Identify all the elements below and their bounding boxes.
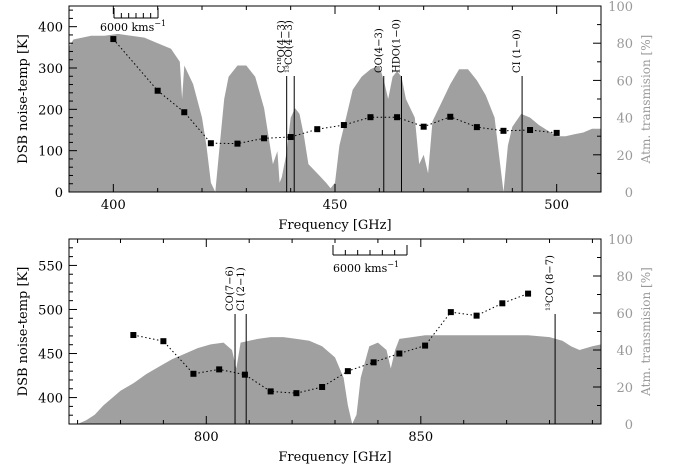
y2-axis-label: Atm. transmision [%] [639, 267, 653, 397]
noise-point [181, 109, 188, 116]
y2-tick-label: 40 [616, 112, 633, 127]
y2-tick-label: 0 [625, 418, 633, 433]
noise-point [553, 129, 560, 136]
noise-point [370, 359, 377, 366]
noise-point [216, 366, 223, 373]
noise-point [154, 87, 161, 94]
y-tick-label: 400 [38, 21, 63, 36]
noise-point [160, 338, 167, 345]
x-axis-label: Frequency [GHz] [278, 218, 391, 233]
y-tick-label: 550 [38, 259, 63, 274]
spectral-line-label: CI (2−1) [236, 267, 247, 311]
noise-point [287, 134, 294, 141]
y-tick-label: 500 [38, 303, 63, 318]
noise-point [367, 114, 374, 121]
noise-point [527, 127, 534, 133]
spectral-line-label: CI (1−0) [512, 29, 523, 73]
y2-tick-label: 20 [616, 149, 633, 164]
y2-tick-label: 100 [608, 233, 633, 248]
y-tick-label: 300 [38, 62, 63, 77]
noise-point [234, 140, 241, 147]
y-tick-label: 0 [55, 186, 63, 201]
noise-point [394, 114, 401, 121]
y-axis-label: DSB noise-temp [K] [16, 267, 31, 397]
bottom-panel: CO(7−6) CI (2−1) ¹³CO (8−7)800 850400450500… [16, 233, 653, 465]
noise-point [344, 368, 351, 375]
x-tick-label: 400 [101, 198, 126, 213]
y-axis-label: DSB noise-temp [K] [16, 34, 31, 164]
noise-point [422, 342, 429, 349]
x-tick-label: 850 [408, 430, 433, 445]
x-tick-label: 450 [323, 198, 348, 213]
spectral-line-label: ¹³CO(4−3) [284, 20, 295, 73]
y-tick-label: 400 [38, 392, 63, 407]
y2-tick-label: 40 [616, 344, 633, 359]
noise-point [447, 113, 454, 120]
y2-axis-label: Atm. transmision [%] [639, 35, 653, 165]
scale-bar-label: 6000 kms−1 [333, 260, 399, 275]
noise-point [396, 350, 403, 357]
scale-bar-label-text: 6000 kms [100, 21, 155, 34]
y-tick-label: 200 [38, 103, 63, 118]
x-tick-label: 800 [194, 430, 219, 445]
noise-point [340, 122, 347, 129]
y2-tick-label: 80 [616, 270, 633, 285]
spectral-line-label: C¹⁸O(4−3) [277, 20, 288, 73]
spectral-line-label: CO(4−3) [374, 28, 385, 73]
noise-point [473, 312, 480, 319]
spectral-line-label: CO(7−6) [225, 266, 236, 311]
noise-point [319, 384, 326, 390]
spectral-line-label: ¹³CO (8−7) [545, 255, 556, 311]
top-panel: C¹⁸O(4−3)¹³CO(4−3) CO(4−3) HDO(1−0) CI (1−0… [16, 0, 653, 233]
scale-bar-label-exponent: −1 [154, 19, 166, 28]
x-axis-label: Frequency [GHz] [278, 450, 391, 465]
noise-point [207, 140, 214, 147]
x-tick-label: 500 [544, 198, 569, 213]
scale-bar-label-text: 6000 kms [333, 262, 388, 275]
noise-point [499, 300, 506, 307]
noise-point [261, 135, 268, 142]
noise-point [267, 388, 274, 395]
noise-point [525, 290, 532, 297]
y2-tick-label: 60 [616, 307, 633, 322]
noise-point [293, 390, 300, 397]
noise-point [500, 127, 507, 134]
noise-point [420, 123, 427, 130]
y2-tick-label: 80 [616, 37, 633, 52]
y-tick-label: 100 [38, 145, 63, 160]
y2-tick-label: 20 [616, 381, 633, 396]
noise-point [110, 36, 117, 43]
noise-point [190, 370, 197, 377]
noise-point [241, 371, 248, 378]
transmission-area [69, 33, 601, 192]
noise-point [130, 332, 137, 339]
y-tick-label: 450 [38, 348, 63, 363]
scale-bar-label: 6000 kms−1 [100, 19, 166, 34]
y2-tick-label: 100 [608, 0, 633, 15]
scale-bar-label-exponent: −1 [387, 260, 399, 269]
spectral-line-label: HDO(1−0) [392, 19, 403, 73]
y2-tick-label: 0 [625, 186, 633, 201]
y2-tick-label: 60 [616, 74, 633, 89]
noise-point [473, 124, 480, 131]
noise-point [447, 309, 454, 316]
noise-series-line [133, 293, 529, 394]
noise-point [314, 126, 321, 133]
